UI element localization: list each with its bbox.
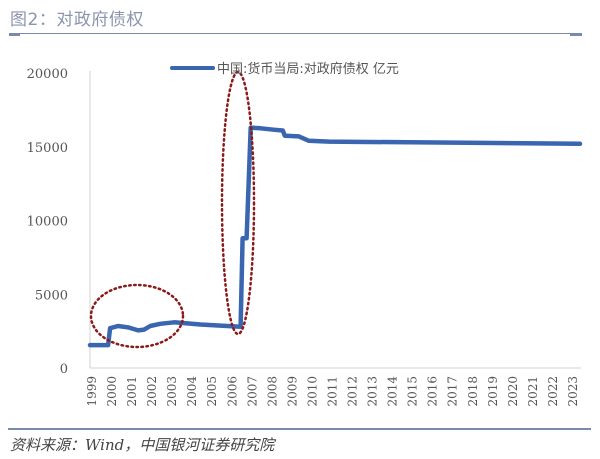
title-divider-cap-left [9,33,20,36]
x-tick-label: 2001 [125,376,139,407]
x-tick-label: 2006 [225,376,239,407]
x-tick-label: 2010 [305,376,319,407]
source-note: 资料来源：Wind，中国银河证券研究院 [10,436,275,454]
y-axis-ticks: 0 5000 10000 15000 20000 [27,67,68,377]
x-tick-label: 2014 [386,376,400,407]
highlight-ellipse-2006-2007 [220,70,256,336]
x-tick-label: 2005 [205,376,219,407]
y-tick-label: 10000 [27,215,68,230]
x-tick-label: 2004 [185,376,199,407]
x-tick-label: 2013 [366,376,380,407]
x-tick-label: 2016 [426,376,440,407]
annotations [89,70,256,349]
y-tick-label: 5000 [35,288,68,303]
x-tick-label: 2021 [526,376,540,407]
x-tick-label: 2002 [145,376,159,407]
x-tick-label: 2015 [406,376,420,407]
footer-divider [8,428,591,430]
x-tick-label: 2020 [506,376,520,407]
line-chart: 0 5000 10000 15000 20000 1999 2000 2001 2002 200… [27,61,583,407]
x-tick-label: 2017 [446,376,460,407]
title-divider [10,33,582,34]
series-line [87,125,583,348]
x-tick-label: 2000 [105,376,119,407]
x-tick-label: 2019 [486,376,500,407]
x-tick-label: 2003 [165,376,179,407]
chart-title: 图2：对政府债权 [10,10,144,30]
y-tick-label: 0 [60,362,68,377]
x-tick-label: 2008 [265,376,279,407]
data-series [87,125,583,348]
x-tick-label: 2012 [346,376,360,407]
y-tick-label: 15000 [27,141,68,156]
x-tick-label: 2007 [245,376,259,407]
x-tick-label: 1999 [85,376,99,407]
legend-label: 中国:货币当局:对政府债权 亿元 [217,61,399,77]
title-divider-cap-right [570,33,582,36]
x-tick-label: 2009 [285,376,299,407]
x-tick-label: 2023 [566,376,580,407]
x-tick-label: 2011 [325,376,339,407]
chart-axes [89,71,581,369]
x-axis-ticks: 1999 2000 2001 2002 2003 2004 2005 2006 2007 2008… [85,376,580,407]
y-tick-label: 20000 [27,67,68,82]
x-tick-label: 2018 [466,376,480,407]
highlight-ellipse-2000-2003 [89,283,185,349]
x-tick-label: 2022 [546,376,560,407]
legend: 中国:货币当局:对政府债权 亿元 [170,61,399,77]
